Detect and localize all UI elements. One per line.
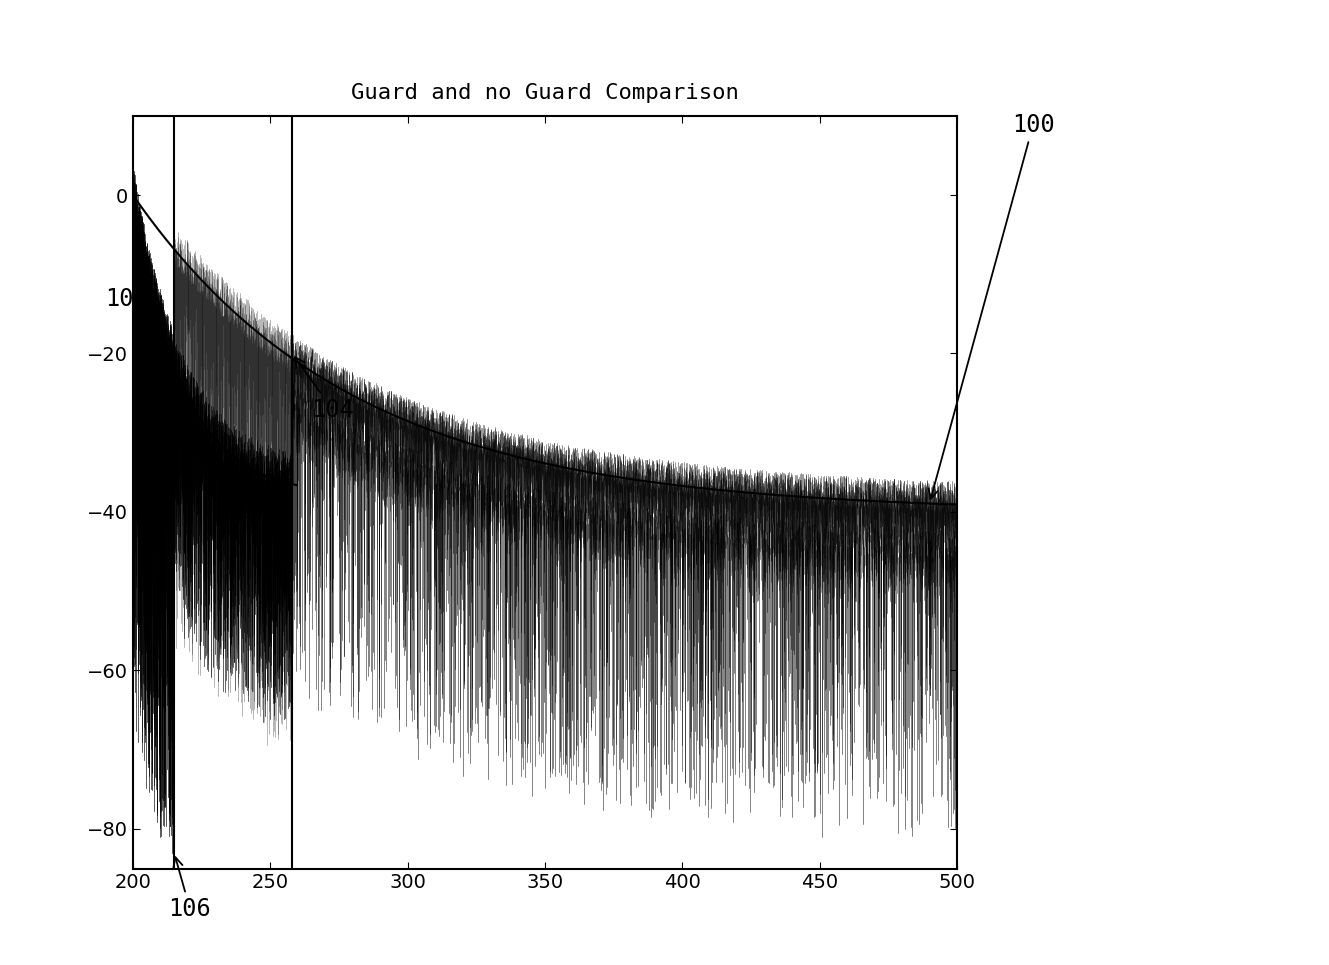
Text: 102: 102 [105,287,174,393]
Text: 100: 100 [929,113,1055,499]
Text: 104: 104 [295,357,355,422]
Text: 106: 106 [169,857,211,921]
Title: Guard and no Guard Comparison: Guard and no Guard Comparison [351,83,739,103]
